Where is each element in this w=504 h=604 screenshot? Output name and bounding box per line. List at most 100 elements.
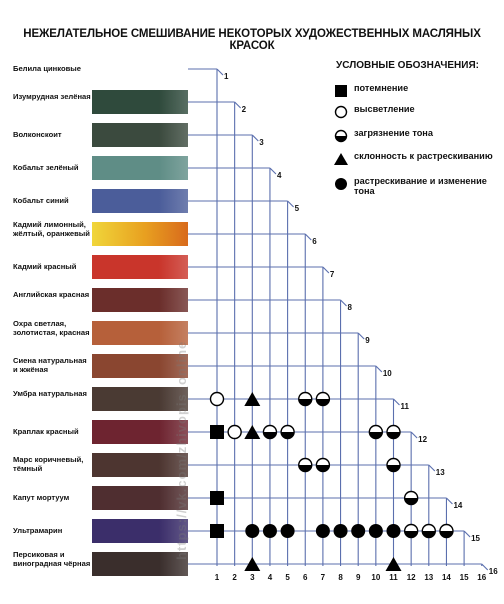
grid-line (481, 563, 489, 571)
bottom-number: 9 (356, 573, 361, 582)
column-number: 14 (453, 501, 462, 510)
paint-name: Сиена натуральная и жжёная (13, 356, 87, 374)
mix-mark (421, 523, 436, 539)
triangle-icon (334, 153, 348, 165)
legend-symbol (334, 105, 348, 119)
paint-swatch (92, 288, 188, 312)
paint-swatch (92, 189, 188, 213)
bottom-number: 8 (338, 573, 343, 582)
grid-line (234, 101, 242, 109)
legend-symbol (334, 153, 348, 165)
paint-name: Кобальт синий (13, 195, 69, 205)
grid-line (357, 332, 365, 340)
paint-swatch (92, 222, 188, 246)
paint-swatch (92, 420, 188, 444)
paint-name: Белила цинковые (13, 63, 81, 73)
mix-mark (368, 524, 383, 538)
mix-mark (315, 457, 331, 473)
bottom-number: 11 (389, 573, 398, 582)
mix-mark (210, 425, 224, 439)
mix-mark (244, 557, 261, 571)
paint-name: Краплак красный (13, 426, 79, 436)
paint-name: Персиковая и виноградная чёрная (13, 550, 91, 568)
mix-mark (385, 557, 402, 571)
column-number: 4 (277, 171, 282, 180)
grid-line (393, 398, 400, 406)
bottom-number: 5 (285, 573, 290, 582)
bottom-axis: 1 2 3 4 5 6 7 8 9 10 11 12 13 14 15 16 (215, 573, 487, 582)
column-number: 2 (242, 105, 247, 114)
paint-name: Ультрамарин (13, 525, 63, 535)
legend-symbol (335, 178, 347, 190)
legend-symbol (334, 129, 348, 143)
legend-item: склонность к растрескиванию (330, 150, 500, 174)
mix-mark (315, 391, 331, 407)
paint-name: Капут мортуум (13, 492, 70, 502)
page-title: НЕЖЕЛАТЕЛЬНОЕ СМЕШИВАНИЕ НЕКОТОРЫХ ХУДОЖ… (23, 28, 481, 52)
square-icon (335, 85, 347, 97)
bottom-number: 12 (407, 573, 416, 582)
paint-name: Изумрудная зелёная (13, 92, 91, 102)
paint-swatch (92, 519, 188, 543)
mix-mark (351, 524, 366, 538)
paint-name: Английская красная (13, 290, 90, 300)
grid-line (304, 233, 312, 241)
legend-label: загрязнение тона (354, 128, 433, 138)
bottom-number: 1 (215, 573, 220, 582)
bottom-number: 3 (250, 573, 255, 582)
mix-mark (439, 523, 454, 539)
bottom-number: 7 (321, 573, 326, 582)
paint-swatch (92, 552, 188, 576)
circle-half-icon (334, 129, 348, 143)
legend-item: загрязнение тона (330, 127, 500, 151)
column-number: 6 (312, 237, 317, 246)
paint-name: Волконскоит (13, 129, 62, 139)
mix-mark (386, 457, 401, 473)
paint-swatch (92, 156, 188, 180)
column-number: 12 (418, 435, 427, 444)
mix-mark (368, 424, 384, 440)
paint-name: Кадмий красный (13, 261, 77, 271)
grid-line (446, 497, 453, 505)
legend-item: потемнение (330, 82, 500, 106)
bottom-number: 2 (232, 573, 237, 582)
paint-name: Кобальт зелёный (13, 162, 79, 172)
paint-name: Кадмий лимонный, жёлтый, оранжевый (13, 220, 90, 238)
bottom-number: 4 (268, 573, 273, 582)
grid-line (287, 200, 294, 208)
column-number: 5 (295, 204, 300, 213)
legend-label: растрескивание и изменение тона (354, 176, 487, 196)
mix-mark (298, 457, 313, 473)
legend-label: склонность к растрескиванию (354, 151, 493, 161)
bottom-number: 6 (303, 573, 308, 582)
mix-mark (333, 524, 348, 538)
paint-swatch (92, 486, 188, 510)
column-number: 10 (383, 369, 392, 378)
bottom-number: 16 (477, 573, 486, 582)
legend-label: высветление (354, 104, 415, 114)
column-number: 9 (365, 336, 370, 345)
column-number: 8 (348, 303, 353, 312)
column-number: 3 (259, 138, 264, 147)
column-number: 1 (224, 72, 229, 81)
mix-mark (209, 391, 225, 407)
paint-swatch (92, 354, 188, 378)
grid-line (269, 167, 277, 175)
grid-line (322, 266, 330, 274)
mix-mark (227, 424, 242, 440)
paint-name: Марс коричневый, тёмный (13, 455, 84, 473)
paint-name: Охра светлая, золотистая, красная (13, 319, 90, 337)
bottom-number: 10 (371, 573, 380, 582)
legend-label: потемнение (354, 83, 409, 93)
column-number: 7 (330, 270, 335, 279)
mix-mark (315, 524, 330, 538)
column-number: 15 (471, 534, 480, 543)
legend-item: высветление (330, 103, 500, 127)
mix-mark (244, 392, 261, 406)
mix-mark (403, 523, 419, 539)
bottom-number: 13 (424, 573, 433, 582)
bottom-number: 15 (460, 573, 469, 582)
grid-line (410, 431, 418, 439)
legend-item: растрескивание и изменение тона (330, 175, 500, 199)
